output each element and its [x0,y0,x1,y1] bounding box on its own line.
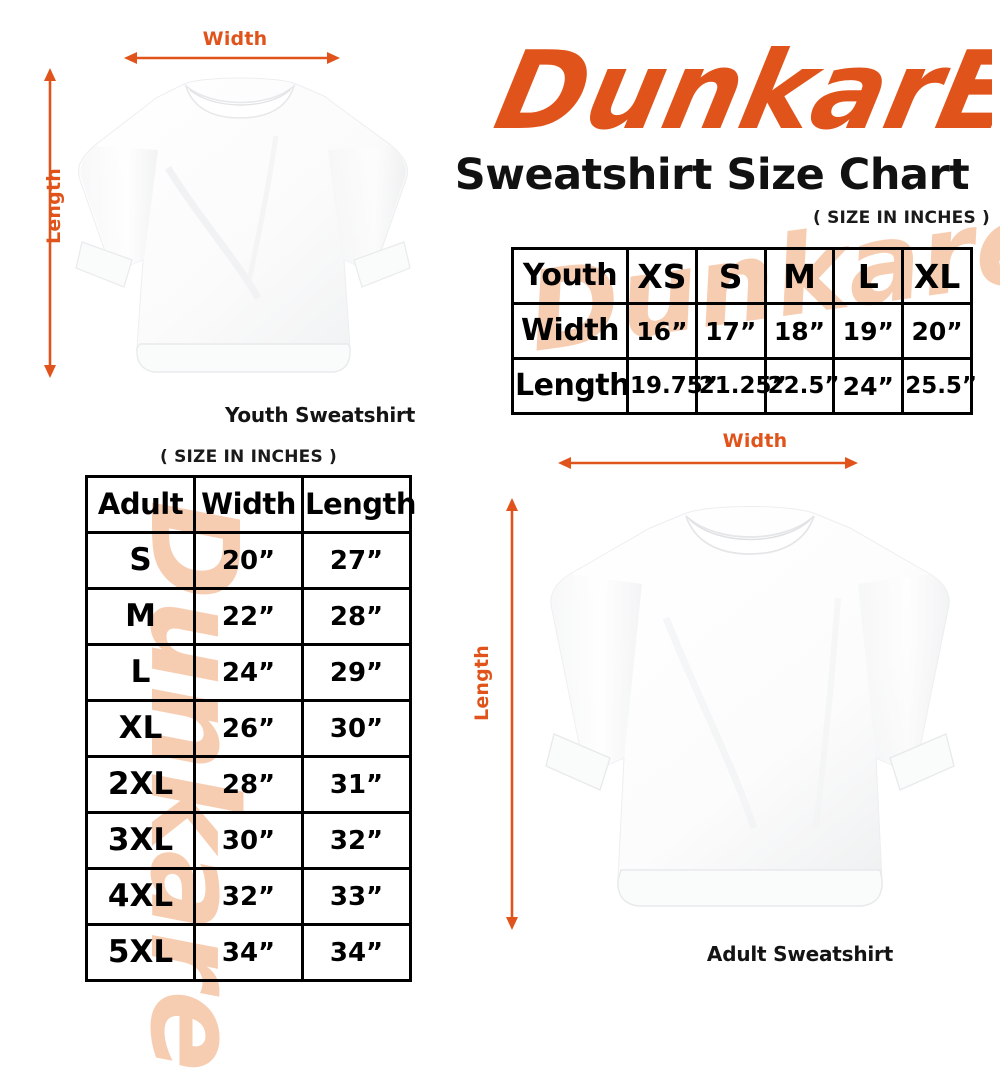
adult-length-arrow-icon [504,498,520,930]
page-title: Sweatshirt Size Chart [454,150,970,200]
adult-sweatshirt-image [538,498,962,920]
youth-sweatshirt-image [62,72,418,397]
table-row: 3XL 30” 32” [85,811,412,870]
adult-header-width: Width [193,475,304,534]
youth-length-m: 22.5” [763,357,839,415]
adult-length-5xl: 34” [301,923,412,982]
table-row: Youth XS S M L XL [511,247,973,305]
youth-length-label: Length [511,357,631,415]
size-chart-page: DunkarE Sweatshirt Size Chart ( SIZE IN … [42,28,1000,1072]
adult-length-xl: 30” [301,699,412,758]
adult-length-3xl: 32” [301,811,412,870]
youth-width-xs: 16” [626,302,698,360]
youth-sweatshirt-caption: Youth Sweatshirt [224,403,416,427]
adult-length-measure-label: Length [471,645,493,721]
youth-width-label: Width [511,302,629,360]
adult-header-size: Adult [85,475,196,534]
adult-size-m: M [85,587,196,646]
youth-size-m: M [763,247,836,305]
adult-length-l: 29” [301,643,412,702]
table-row: 4XL 32” 33” [85,867,412,926]
youth-width-xl: 20” [901,302,973,360]
youth-length-s: 21.25” [694,357,787,415]
adult-width-4xl: 32” [193,867,304,926]
adult-width-s: 20” [193,531,304,590]
youth-size-table: Youth XS S M L XL Width 16” 17” 18” 19” … [511,247,977,415]
table-header-row: Adult Width Length [85,475,417,534]
adult-size-3xl: 3XL [85,811,196,870]
brand-logo: DunkarE [432,28,992,158]
adult-length-s: 27” [301,531,412,590]
youth-width-l: 19” [832,302,905,360]
adult-width-xl: 26” [193,699,304,758]
adult-size-table: Adult Width Length S 20” 27” M 22” 28” L… [85,475,417,982]
table-row: S 20” 27” [85,531,412,590]
adult-width-arrow-icon [558,455,858,471]
youth-size-s: S [694,247,767,305]
adult-width-5xl: 34” [193,923,304,982]
table-row: XL 26” 30” [85,699,412,758]
adult-size-4xl: 4XL [85,867,196,926]
adult-unit-note: ( SIZE IN INCHES ) [160,447,337,467]
youth-length-xs: 19.75” [626,357,718,415]
youth-size-xl: XL [901,247,973,305]
youth-row-label: Youth [511,247,629,305]
youth-unit-note: ( SIZE IN INCHES ) [813,208,990,228]
youth-size-xs: XS [626,247,698,305]
adult-size-2xl: 2XL [85,755,196,814]
youth-length-arrow-icon [42,68,58,378]
adult-size-l: L [85,643,196,702]
adult-size-5xl: 5XL [85,923,196,982]
table-row: Length 19.75” 21.25” 22.5” 24” 25.5” [511,357,977,415]
adult-size-xl: XL [85,699,196,758]
youth-width-measure-label: Width [202,28,268,50]
table-row: L 24” 29” [85,643,412,702]
adult-length-2xl: 31” [301,755,412,814]
brand-logo-text: DunkarE [486,28,992,154]
adult-sweatshirt-caption: Adult Sweatshirt [706,942,894,966]
youth-length-xl: 25.5” [901,357,977,415]
adult-header-length: Length [301,475,417,534]
adult-width-3xl: 30” [193,811,304,870]
adult-length-4xl: 33” [301,867,412,926]
table-row: Width 16” 17” 18” 19” 20” [511,302,973,360]
adult-width-m: 22” [193,587,304,646]
youth-width-arrow-icon [124,50,340,66]
adult-width-l: 24” [193,643,304,702]
table-row: M 22” 28” [85,587,412,646]
youth-width-m: 18” [763,302,836,360]
adult-width-2xl: 28” [193,755,304,814]
youth-size-l: L [832,247,905,305]
adult-width-measure-label: Width [722,430,788,452]
youth-length-l: 24” [832,357,905,415]
adult-length-m: 28” [301,587,412,646]
table-row: 2XL 28” 31” [85,755,412,814]
adult-size-s: S [85,531,196,590]
youth-width-s: 17” [694,302,767,360]
table-row: 5XL 34” 34” [85,923,412,982]
